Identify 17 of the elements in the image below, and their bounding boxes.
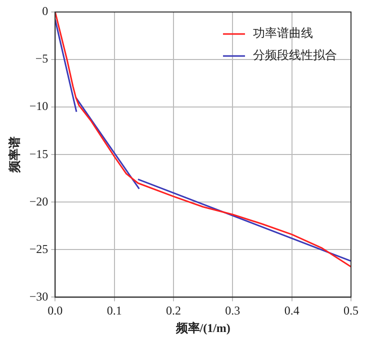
y-tick-label: 0 bbox=[42, 4, 48, 18]
y-axis-title: 频率谱 bbox=[7, 136, 22, 174]
y-tick-label: −20 bbox=[29, 194, 48, 208]
y-tick-label: −25 bbox=[29, 242, 48, 256]
x-tick-label: 0.4 bbox=[284, 304, 300, 318]
x-tick-label: 0.1 bbox=[106, 304, 122, 318]
x-tick-label: 0.2 bbox=[166, 304, 181, 318]
legend-label: 分频段线性拟合 bbox=[253, 48, 337, 62]
y-tick-label: −15 bbox=[29, 146, 48, 161]
y-tick-label: −30 bbox=[29, 289, 48, 304]
x-tick-label: 0.3 bbox=[225, 304, 240, 318]
legend-label: 功率谱曲线 bbox=[253, 26, 313, 40]
y-tick-label: −10 bbox=[29, 99, 48, 114]
x-tick-label: 0.5 bbox=[344, 304, 358, 318]
x-tick-label: 0.0 bbox=[48, 304, 63, 318]
y-tick-label: −5 bbox=[35, 52, 48, 66]
x-axis-title: 频率/(1/m) bbox=[174, 320, 230, 335]
